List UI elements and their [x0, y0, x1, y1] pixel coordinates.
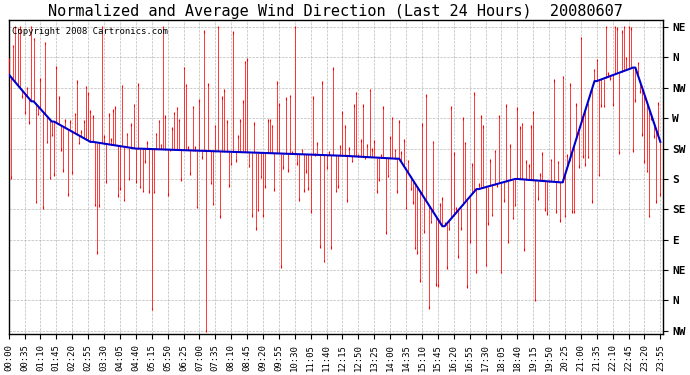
Text: Copyright 2008 Cartronics.com: Copyright 2008 Cartronics.com [12, 27, 168, 36]
Title: Normalized and Average Wind Direction (Last 24 Hours)  20080607: Normalized and Average Wind Direction (L… [48, 4, 623, 19]
